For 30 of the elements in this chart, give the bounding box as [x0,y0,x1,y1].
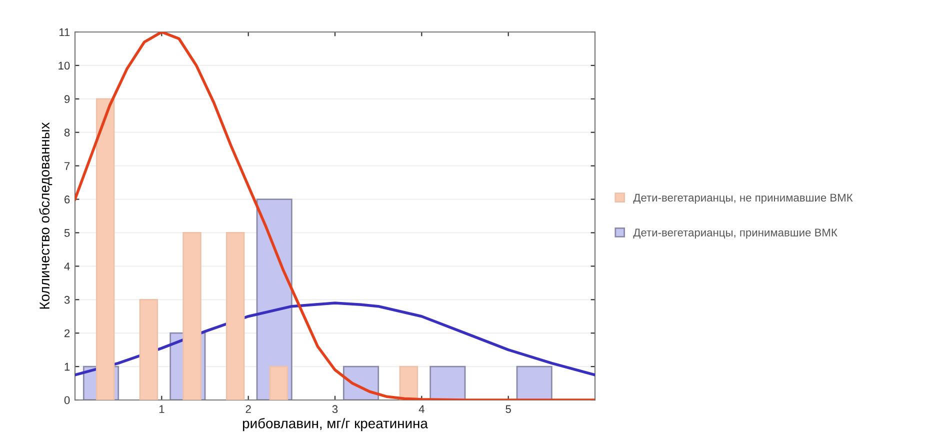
bar [139,298,158,400]
legend-label: Дети-вегетарианцы, не принимавшие ВМК [633,194,853,204]
y-tick-label: 2 [64,329,70,338]
legend-label: Дети-вегетарианцы, принимавшие ВМК [633,228,838,239]
x-tick-label: 2 [246,405,251,413]
y-axis-title: Колличество обследованных [39,122,52,309]
x-tick-label: 4 [418,405,424,413]
bar [226,232,245,400]
y-tick-label: 11 [59,28,70,36]
y-tick-label: 7 [64,162,70,170]
bar [96,98,115,400]
y-tick-label: 0 [64,396,70,404]
y-tick-label: 5 [64,229,70,237]
y-tick-label: 6 [64,196,70,204]
y-tick-label: 4 [64,262,70,270]
x-tick-label: 3 [332,405,338,414]
line-series [75,32,595,400]
y-tick-label: 1 [64,362,70,371]
x-axis-title: рибовлавин, мг/г креатинина [242,418,428,432]
y-tick-label: 8 [64,128,70,136]
x-tick-label: 5 [506,405,511,414]
y-tick-label: 9 [64,95,70,104]
bar [516,366,552,400]
x-tick-label: 1 [159,405,164,413]
bar [399,366,418,400]
y-tick-label: 10 [58,62,70,70]
y-tick-label: 3 [64,296,70,304]
bar [430,366,466,400]
bar [182,232,202,400]
bar [269,366,288,400]
